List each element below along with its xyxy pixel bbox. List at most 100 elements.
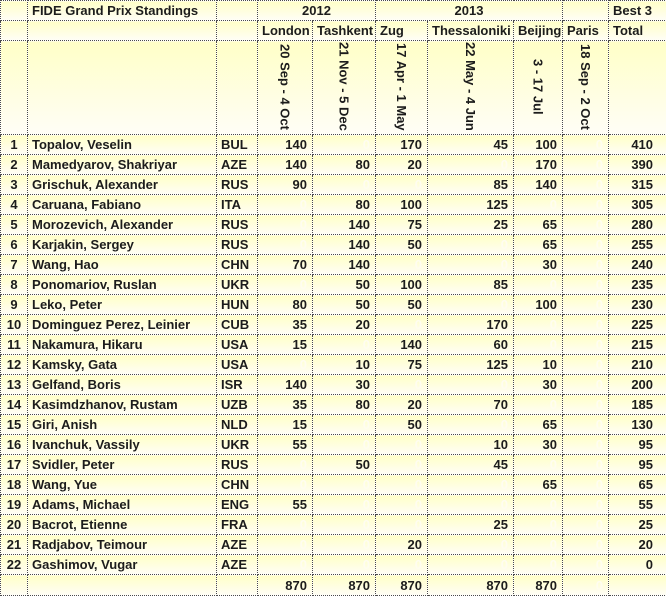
rank-cell[interactable]: 14 [0, 394, 28, 415]
rank-cell[interactable]: 1 [0, 134, 28, 155]
score-cell[interactable]: 85 [427, 174, 515, 195]
score-cell[interactable]: 50 [375, 414, 429, 435]
country-cell[interactable]: RUS [216, 214, 258, 235]
score-cell[interactable]: 0 [311, 334, 377, 355]
rank-cell[interactable]: 7 [0, 254, 28, 275]
score-cell[interactable]: 80 [311, 394, 377, 415]
column-total-cell[interactable]: 870 [513, 574, 564, 596]
player-name-cell[interactable]: Wang, Hao [27, 254, 217, 275]
score-cell[interactable]: 0 [513, 454, 564, 475]
score-cell[interactable]: 0 [513, 194, 564, 215]
country-cell[interactable]: USA [216, 334, 258, 355]
player-name-cell[interactable]: Radjabov, Teimour [27, 534, 217, 555]
player-name-cell[interactable]: Caruana, Fabiano [27, 194, 217, 215]
total-cell[interactable]: 280 [608, 214, 666, 235]
total-cell[interactable]: 55 [608, 494, 666, 515]
country-cell[interactable]: UZB [216, 394, 258, 415]
date-header-beijing[interactable]: 3 - 17 Jul [513, 40, 564, 135]
player-name-cell[interactable]: Nakamura, Hikaru [27, 334, 217, 355]
city-header-tashkent[interactable]: Tashkent [311, 20, 377, 41]
country-cell[interactable]: AZE [216, 534, 258, 555]
city-header-thessaloniki[interactable]: Thessaloniki [427, 20, 515, 41]
total-cell[interactable]: 235 [608, 274, 666, 295]
total-cell[interactable]: 95 [608, 434, 666, 455]
score-cell[interactable]: 10 [513, 354, 564, 375]
score-cell[interactable]: 0 [513, 514, 564, 535]
score-cell[interactable]: 10 [427, 434, 515, 455]
score-cell[interactable]: 50 [375, 234, 429, 255]
score-cell[interactable]: 0 [562, 294, 610, 315]
country-cell[interactable]: AZE [216, 554, 258, 575]
score-cell[interactable]: 0 [257, 454, 313, 475]
player-name-cell[interactable]: Leko, Peter [27, 294, 217, 315]
score-cell[interactable]: 0 [375, 514, 429, 535]
empty-footer-cell[interactable] [0, 574, 28, 596]
score-cell[interactable]: 0 [257, 474, 313, 495]
score-cell[interactable]: 0 [562, 194, 610, 215]
score-cell[interactable]: 0 [257, 554, 313, 575]
score-cell[interactable]: 0 [513, 494, 564, 515]
year-header-2012[interactable]: 2012 [256, 0, 377, 21]
score-cell[interactable]: 35 [257, 314, 313, 335]
country-cell[interactable]: UKR [216, 434, 258, 455]
score-cell[interactable]: 20 [311, 314, 377, 335]
score-cell[interactable]: 70 [427, 394, 515, 415]
score-cell[interactable]: 20 [375, 154, 429, 175]
rank-cell[interactable]: 13 [0, 374, 28, 395]
country-cell[interactable]: CHN [216, 474, 258, 495]
score-cell[interactable]: 100 [375, 194, 429, 215]
empty-header-cell[interactable] [0, 40, 28, 135]
rank-cell[interactable]: 11 [0, 334, 28, 355]
column-total-cell[interactable]: 870 [257, 574, 313, 596]
player-name-cell[interactable]: Grischuk, Alexander [27, 174, 217, 195]
score-cell[interactable]: 0 [513, 554, 564, 575]
score-cell[interactable]: 170 [513, 154, 564, 175]
score-cell[interactable]: 0 [562, 234, 610, 255]
player-name-cell[interactable]: Ivanchuk, Vassily [27, 434, 217, 455]
country-cell[interactable]: FRA [216, 514, 258, 535]
player-name-cell[interactable]: Svidler, Peter [27, 454, 217, 475]
score-cell[interactable]: 0 [562, 554, 610, 575]
score-cell[interactable]: 55 [257, 434, 313, 455]
score-cell[interactable]: 50 [311, 274, 377, 295]
rank-cell[interactable]: 5 [0, 214, 28, 235]
score-cell[interactable]: 140 [311, 214, 377, 235]
score-cell[interactable]: 140 [513, 174, 564, 195]
score-cell[interactable]: 20 [375, 534, 429, 555]
score-cell[interactable]: 0 [311, 434, 377, 455]
score-cell[interactable]: 0 [257, 214, 313, 235]
score-cell[interactable]: 0 [375, 474, 429, 495]
player-name-cell[interactable]: Karjakin, Sergey [27, 234, 217, 255]
total-cell[interactable]: 255 [608, 234, 666, 255]
score-cell[interactable]: 140 [311, 234, 377, 255]
player-name-cell[interactable]: Kasimdzhanov, Rustam [27, 394, 217, 415]
score-cell[interactable]: 0 [562, 354, 610, 375]
score-cell[interactable]: 30 [513, 434, 564, 455]
score-cell[interactable]: 0 [562, 174, 610, 195]
date-header-tashkent[interactable]: 21 Nov - 5 Dec [311, 40, 377, 135]
date-header-london[interactable]: 20 Sep - 4 Oct [257, 40, 313, 135]
score-cell[interactable]: 0 [427, 414, 515, 435]
best3-header[interactable]: Best 3 [608, 0, 666, 21]
empty-header-cell[interactable] [27, 40, 217, 135]
score-cell[interactable]: 0 [257, 354, 313, 375]
score-cell[interactable]: 0 [562, 374, 610, 395]
score-cell[interactable]: 0 [513, 314, 564, 335]
rank-cell[interactable]: 8 [0, 274, 28, 295]
score-cell[interactable]: 0 [562, 474, 610, 495]
score-cell[interactable]: 0 [562, 414, 610, 435]
score-cell[interactable]: 30 [513, 374, 564, 395]
total-cell[interactable]: 65 [608, 474, 666, 495]
score-cell[interactable]: 0 [562, 134, 610, 155]
grand-total-cell[interactable] [608, 574, 666, 596]
player-name-cell[interactable]: Kamsky, Gata [27, 354, 217, 375]
rank-cell[interactable]: 21 [0, 534, 28, 555]
score-cell[interactable]: 125 [427, 354, 515, 375]
rank-cell[interactable]: 4 [0, 194, 28, 215]
total-cell[interactable]: 230 [608, 294, 666, 315]
score-cell[interactable]: 170 [375, 134, 429, 155]
total-cell[interactable]: 200 [608, 374, 666, 395]
score-cell[interactable]: 0 [562, 214, 610, 235]
score-cell[interactable]: 0 [375, 434, 429, 455]
empty-header-cell[interactable] [216, 0, 258, 21]
